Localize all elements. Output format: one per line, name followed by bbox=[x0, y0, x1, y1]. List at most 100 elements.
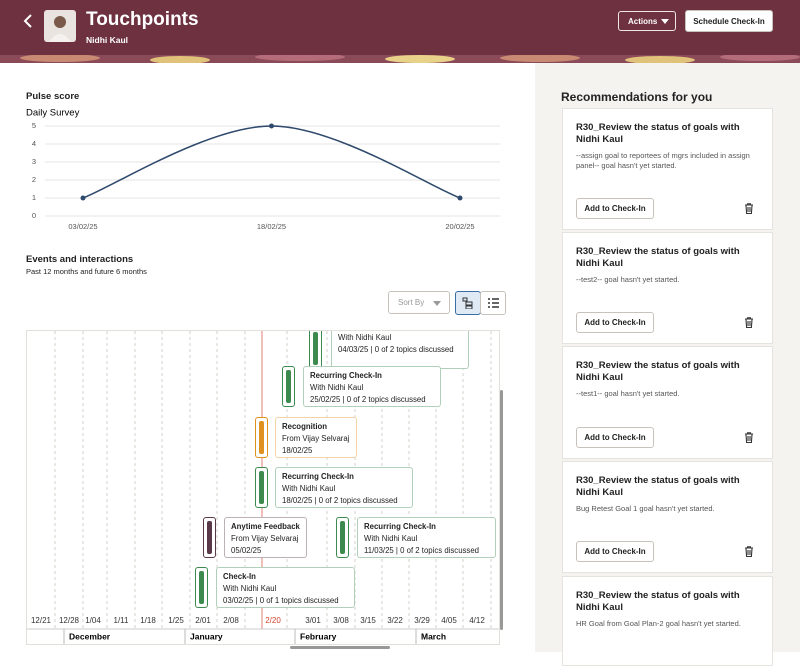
tick-label: 12/28 bbox=[59, 616, 80, 625]
list-icon bbox=[488, 298, 499, 308]
scrollbar bbox=[290, 646, 390, 649]
event-detail: 18/02/25 | 0 of 2 topics discussed bbox=[282, 496, 398, 505]
add-button-label: Add to Check-In bbox=[584, 318, 646, 327]
tick-label: 4/12 bbox=[469, 616, 485, 625]
tick-label: 2/08 bbox=[223, 616, 239, 625]
avatar bbox=[44, 10, 76, 42]
back-button[interactable] bbox=[22, 13, 36, 29]
tick-label: 2/20 bbox=[265, 616, 281, 625]
card-description: Bug Retest Goal 1 goal hasn't yet starte… bbox=[576, 504, 715, 513]
event-detail: 04/03/25 | 0 of 2 topics discussed bbox=[338, 345, 454, 354]
event-marker-bar bbox=[259, 471, 264, 504]
delete-icon[interactable] bbox=[744, 203, 754, 214]
event-marker[interactable] bbox=[255, 417, 268, 458]
point bbox=[80, 195, 86, 201]
tick-label: 2/01 bbox=[195, 616, 211, 625]
event-detail: 03/02/25 | 0 of 1 topics discussed bbox=[223, 596, 339, 605]
event-marker-bar bbox=[259, 421, 264, 454]
tick-label: 4/05 bbox=[441, 616, 457, 625]
event-marker-bar bbox=[199, 571, 204, 604]
event-marker[interactable] bbox=[255, 467, 268, 508]
trash-shape bbox=[745, 203, 753, 214]
event-detail: From Vijay Selvaraj bbox=[231, 534, 299, 543]
add-button[interactable]: Add to Check-In bbox=[576, 541, 654, 562]
month-label: February bbox=[300, 631, 337, 641]
event-marker[interactable] bbox=[195, 567, 208, 608]
event-marker-bar bbox=[340, 521, 345, 554]
delete-icon[interactable] bbox=[744, 317, 754, 328]
add-button-label: Add to Check-In bbox=[584, 204, 646, 213]
trash-shape bbox=[745, 546, 753, 557]
event-card[interactable]: Recurring Check-In With Nidhi Kaul 18/02/2… bbox=[275, 467, 413, 508]
add-button-label: Add to Check-In bbox=[584, 433, 646, 442]
event-marker[interactable] bbox=[203, 517, 216, 558]
add-button[interactable]: Add to Check-In bbox=[576, 312, 654, 333]
card-title: R30_Review the status of goals with Nidh… bbox=[576, 246, 740, 269]
event-marker[interactable] bbox=[282, 366, 295, 407]
x-tick-label: 18/02/25 bbox=[257, 222, 286, 231]
delete-icon[interactable] bbox=[744, 546, 754, 557]
y-tick-label: 5 bbox=[32, 121, 36, 130]
actions-label: Actions bbox=[628, 16, 658, 26]
event-detail: With Nidhi Kaul bbox=[282, 484, 336, 493]
card-description: --test1-- goal hasn't yet started. bbox=[576, 389, 680, 398]
delete-icon[interactable] bbox=[744, 432, 754, 443]
event-title: Anytime Feedback bbox=[231, 522, 300, 531]
dropdown-icon bbox=[433, 301, 441, 306]
card-description: --assign goal to reportees of mgrs inclu… bbox=[576, 151, 750, 170]
y-tick-label: 1 bbox=[32, 193, 36, 202]
header bbox=[0, 0, 800, 55]
scrollbar bbox=[500, 390, 503, 630]
timeline-view-button[interactable] bbox=[455, 291, 481, 315]
event-title: Recurring Check-In bbox=[310, 371, 382, 380]
dropdown-icon bbox=[661, 19, 669, 24]
event-marker[interactable] bbox=[336, 517, 349, 558]
event-detail: With Nidhi Kaul bbox=[223, 584, 277, 593]
event-detail: With Nidhi Kaul bbox=[364, 534, 418, 543]
card-description: --test2-- goal hasn't yet started. bbox=[576, 275, 680, 284]
tick-label: 12/21 bbox=[31, 616, 52, 625]
list-view-button[interactable] bbox=[480, 291, 506, 315]
recommendation-card: R30_Review the status of goals with Nidh… bbox=[562, 461, 773, 573]
x-tick-label: 03/02/25 bbox=[68, 222, 97, 231]
pulse-chart: Daily Survey 0 1 2 3 4 5 03/02/25 18/02/25 20/02… bbox=[26, 108, 500, 231]
event-detail: With Nidhi Kaul bbox=[338, 333, 392, 342]
point bbox=[269, 123, 274, 129]
tick-label: 3/22 bbox=[387, 616, 403, 625]
event-title: Recurring Check-In bbox=[282, 472, 354, 481]
y-tick-label: 3 bbox=[32, 157, 36, 166]
event-marker[interactable] bbox=[309, 331, 322, 369]
schedule-button[interactable]: Schedule Check-In bbox=[685, 10, 773, 32]
trash-shape bbox=[745, 432, 753, 443]
actions-button[interactable]: Actions bbox=[618, 11, 676, 31]
trash-shape bbox=[745, 317, 753, 328]
tick-label: 1/25 bbox=[168, 616, 184, 625]
event-card[interactable]: With Nidhi Kaul 04/03/25 | 0 of 2 topics … bbox=[331, 331, 469, 369]
page-subtitle: Nidhi Kaul bbox=[86, 35, 129, 45]
y-tick-label: 4 bbox=[32, 139, 36, 148]
event-marker-bar bbox=[313, 332, 318, 365]
recommendation-card: R30_Review the status of goals with Nidh… bbox=[562, 576, 773, 666]
tick-label: 3/29 bbox=[414, 616, 430, 625]
month-label: January bbox=[190, 631, 223, 641]
section-title: Pulse score bbox=[26, 91, 80, 102]
event-card[interactable]: Recognition From Vijay Selvaraj 18/02/25 bbox=[275, 417, 357, 458]
event-detail: From Vijay Selvaraj bbox=[282, 434, 350, 443]
tick-label: 3/15 bbox=[360, 616, 376, 625]
recommendation-card: R30_Review the status of goals with Nidh… bbox=[562, 346, 773, 459]
event-detail: 18/02/25 bbox=[282, 446, 313, 455]
event-card[interactable]: Recurring Check-In With Nidhi Kaul 25/02/2… bbox=[303, 366, 441, 407]
event-detail: With Nidhi Kaul bbox=[310, 383, 364, 392]
card-title: R30_Review the status of goals with Nidh… bbox=[576, 360, 740, 383]
sort-dropdown[interactable]: Sort By bbox=[388, 291, 450, 314]
event-card[interactable]: Check-In With Nidhi Kaul 03/02/25 | 0 of 1… bbox=[216, 567, 355, 608]
event-card[interactable]: Anytime Feedback From Vijay Selvaraj 05/02… bbox=[224, 517, 307, 558]
tick-label: 1/11 bbox=[114, 616, 130, 625]
tick-label: 1/18 bbox=[140, 616, 156, 625]
add-button[interactable]: Add to Check-In bbox=[576, 427, 654, 448]
event-detail: 05/02/25 bbox=[231, 546, 262, 555]
event-card[interactable]: Recurring Check-In With Nidhi Kaul 11/03/2… bbox=[357, 517, 496, 558]
timeline-icon bbox=[462, 297, 473, 309]
add-button[interactable]: Add to Check-In bbox=[576, 198, 654, 219]
event-marker-bar bbox=[207, 521, 212, 554]
